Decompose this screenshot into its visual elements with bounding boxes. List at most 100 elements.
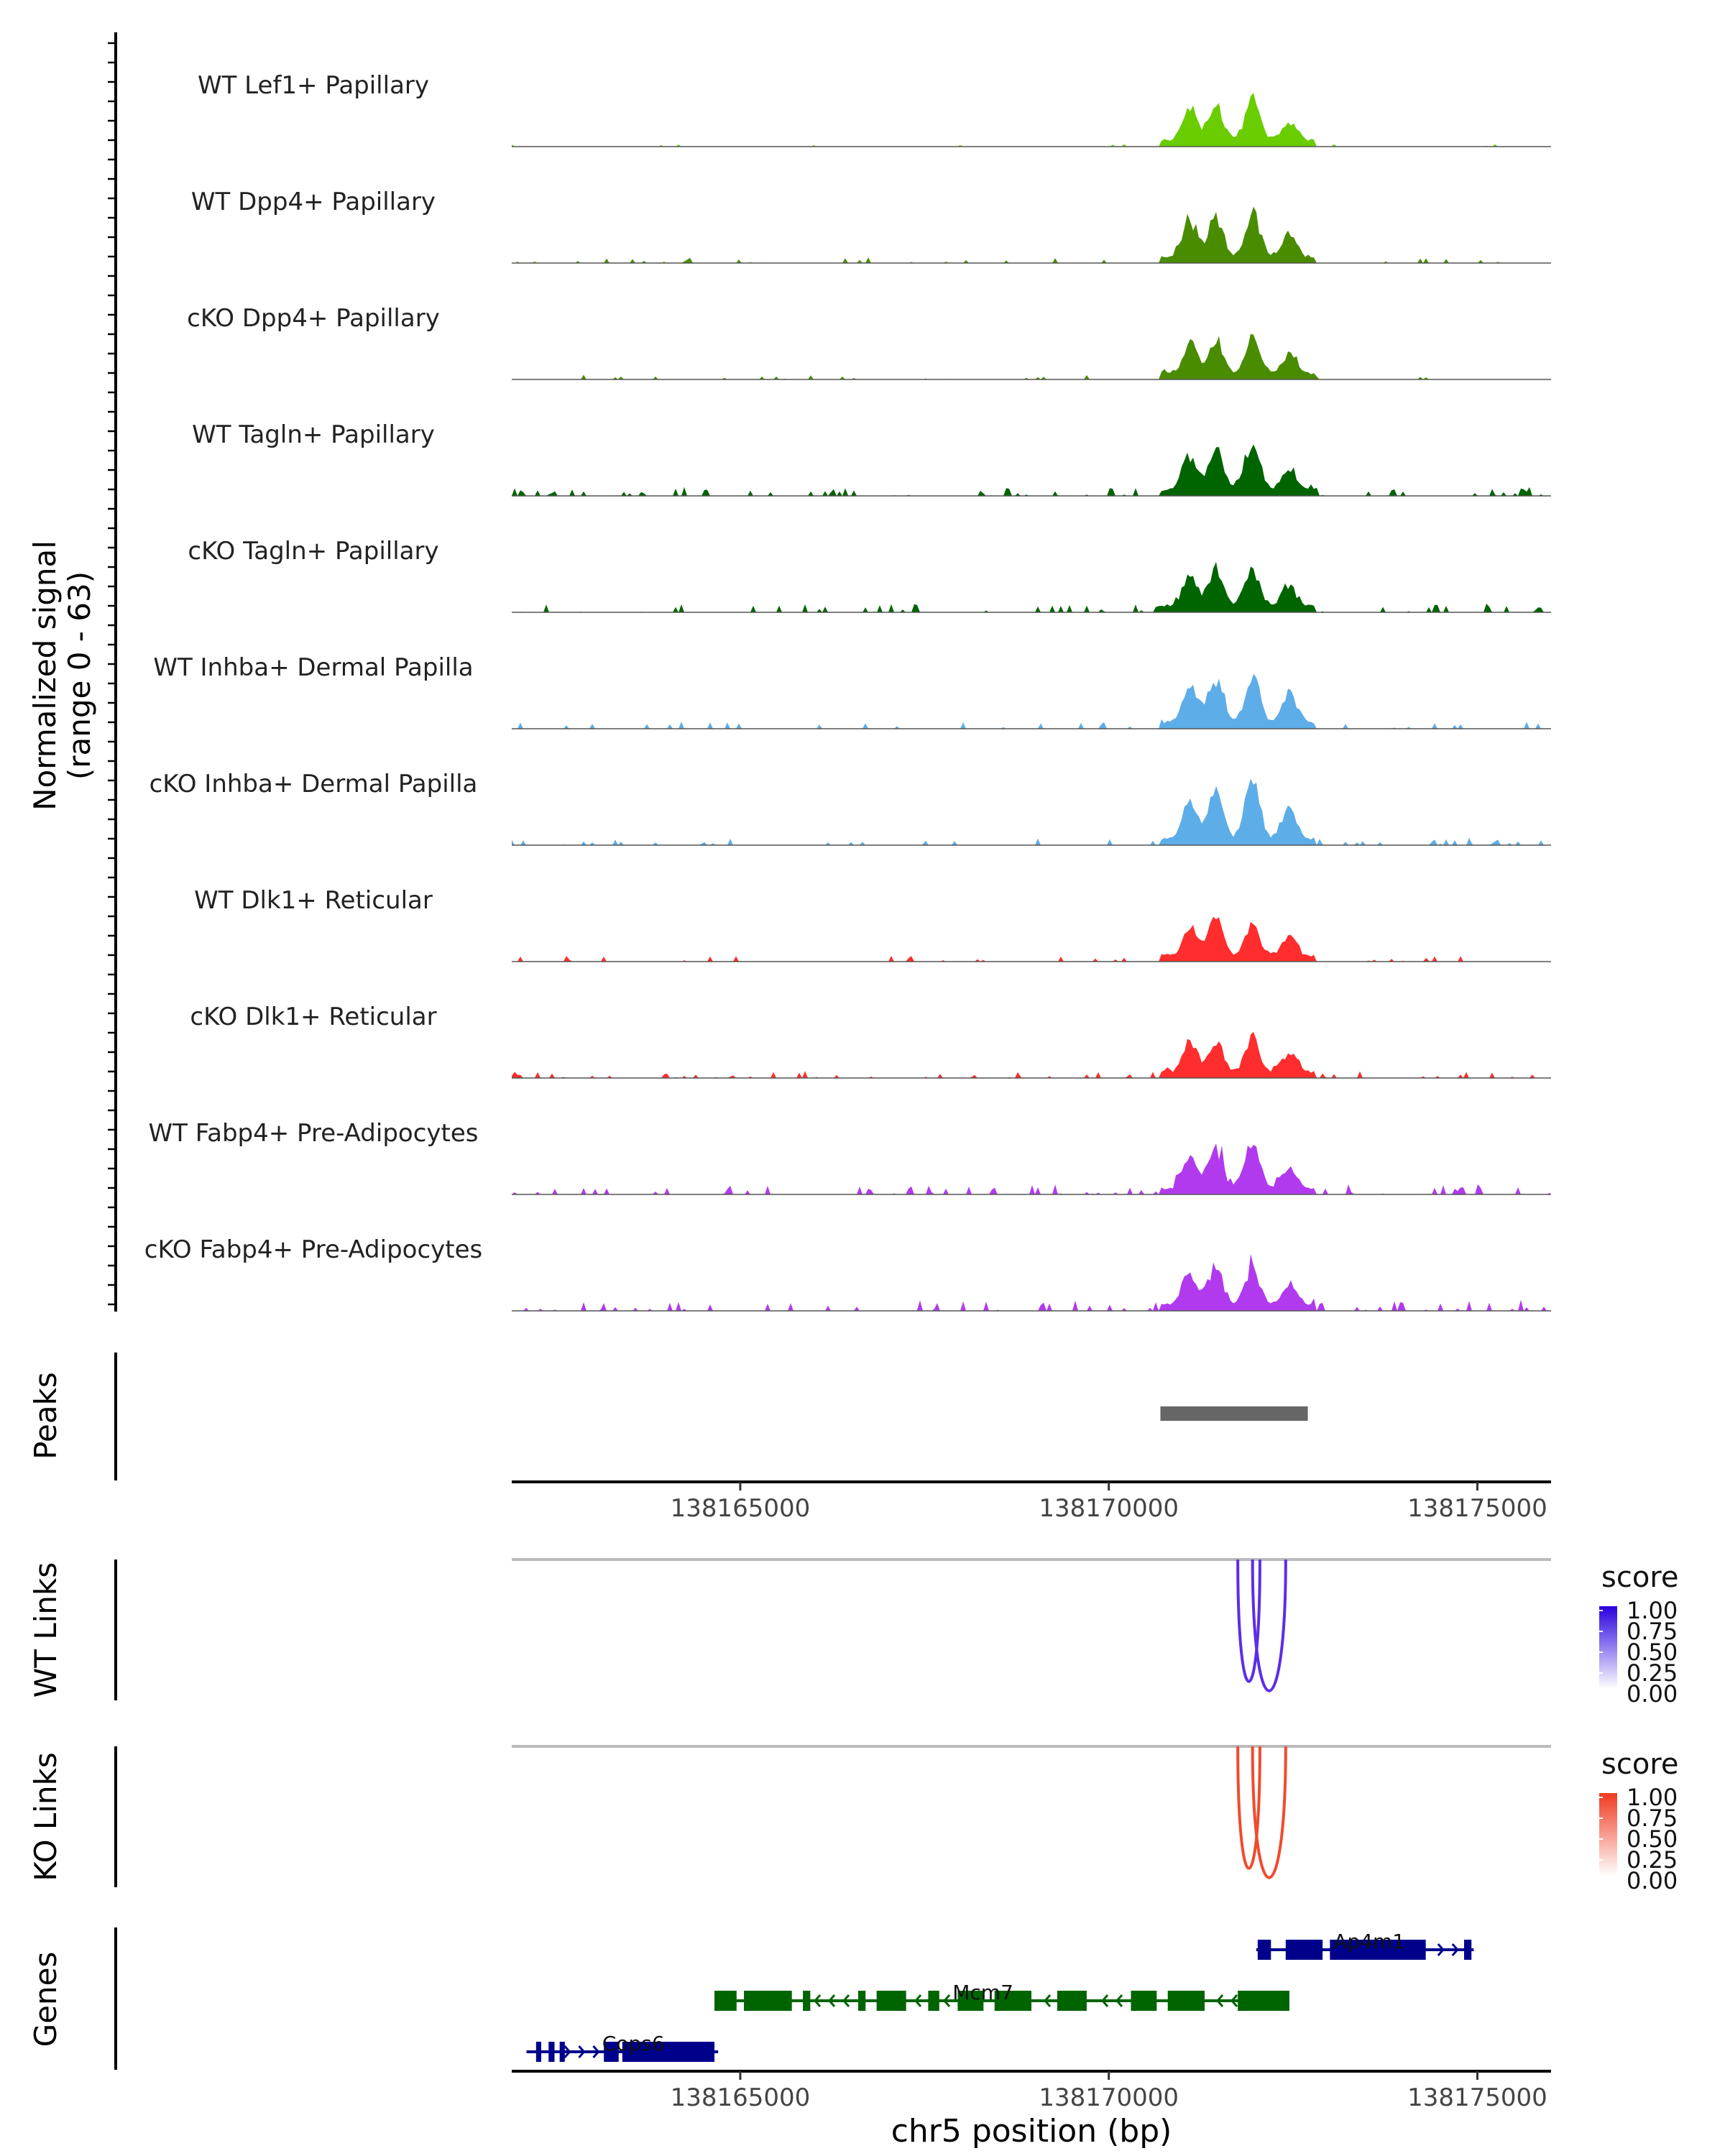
coverage-track-label: cKO Inhba+ Dermal Papilla: [150, 770, 478, 798]
legend-break-label: 0.00: [1627, 1680, 1678, 1708]
strand-arrow: [814, 1994, 822, 2007]
coverage-track-1: WT Dpp4+ Papillary: [191, 188, 1551, 264]
strand-arrow: [828, 1994, 836, 2007]
coverage-area: [512, 916, 1551, 962]
coverage-track-label: WT Dpp4+ Papillary: [191, 188, 436, 216]
gene-label: Ap4m1: [1333, 1930, 1405, 1953]
gene-exon: [876, 1991, 906, 2011]
strand-arrow: [1101, 1994, 1109, 2007]
coverage-y-ticks: [108, 42, 116, 1306]
x-tick-label: 138170000: [1039, 2083, 1179, 2112]
coverage-y-label-line2: (range 0 - 63): [62, 571, 97, 780]
strand-arrow: [592, 2045, 600, 2058]
legend-break-label: 0.75: [1627, 1805, 1678, 1832]
coverage-area: [512, 1031, 1551, 1078]
strand-arrow: [1216, 1994, 1224, 2007]
coverage-track-3: WT Tagln+ Papillary: [192, 420, 1551, 497]
genes-y-label: Genes: [28, 1952, 63, 2047]
coverage-area: [512, 1253, 1551, 1311]
coverage-area: [512, 93, 1551, 147]
gene-exon: [1057, 1991, 1087, 2011]
coverage-track-8: cKO Dlk1+ Reticular: [190, 1003, 1551, 1079]
legend-colorbar: [1599, 1793, 1617, 1876]
strand-arrow: [564, 2045, 571, 2058]
gene-label: Cops6: [602, 2032, 665, 2055]
gene-exon: [622, 2042, 715, 2062]
coverage-track-label: WT Lef1+ Papillary: [198, 71, 429, 100]
x-axis-top: 138165000 138170000 138175000: [671, 1482, 1547, 1523]
coverage-track-6: cKO Inhba+ Dermal Papilla: [150, 770, 1551, 846]
links-y-label: KO Links: [28, 1752, 63, 1881]
legend-break-label: 0.50: [1627, 1825, 1678, 1853]
gene-1: Mcm7: [714, 1981, 1289, 2011]
gene-exon: [535, 2042, 542, 2062]
coverage-track-label: WT Tagln+ Papillary: [192, 420, 435, 449]
legend-break-label: 1.00: [1627, 1597, 1678, 1624]
x-tick-label: 138165000: [671, 2083, 811, 2112]
legend-break-label: 0.25: [1627, 1846, 1678, 1874]
peak-bar: [1160, 1406, 1308, 1421]
coverage-track-4: cKO Tagln+ Papillary: [188, 537, 1551, 613]
x-tick-label: 138175000: [1407, 1494, 1547, 1523]
link-arc: [1236, 1559, 1261, 1683]
gene-exon: [957, 1991, 984, 2011]
strand-arrow: [1116, 1994, 1123, 2007]
coverage-area: [512, 444, 1551, 496]
coverage-area: [512, 562, 1551, 612]
coverage-track-0: WT Lef1+ Papillary: [198, 71, 1551, 147]
gene-exon: [548, 2042, 555, 2062]
coverage-area: [512, 673, 1551, 729]
coverage-track-label: cKO Dpp4+ Papillary: [187, 304, 440, 333]
gene-0: Ap4m1: [1256, 1930, 1474, 1960]
legend-break-label: 0.75: [1627, 1618, 1678, 1645]
gene-exon: [928, 1991, 939, 2011]
gene-exon: [1330, 1940, 1426, 1960]
coverage-track-label: cKO Dlk1+ Reticular: [190, 1003, 436, 1031]
legend-break-label: 0.25: [1627, 1659, 1678, 1687]
coverage-track-label: cKO Tagln+ Papillary: [188, 537, 438, 566]
gene-exon: [1285, 1940, 1323, 1960]
legend-break-label: 1.00: [1627, 1784, 1678, 1811]
gene-exon: [559, 2042, 565, 2062]
coverage-track-7: WT Dlk1+ Reticular: [194, 886, 1551, 962]
strand-arrow: [578, 2045, 586, 2058]
link-arc: [1236, 1746, 1261, 1870]
strand-arrow: [914, 1994, 922, 2007]
coverage-track-label: WT Inhba+ Dermal Papilla: [153, 653, 473, 682]
links-panel-1: KO Links score 1.000.750.500.250.00: [28, 1745, 1678, 1894]
coverage-track-label: WT Fabp4+ Pre-Adipocytes: [149, 1119, 479, 1148]
link-arc: [1251, 1559, 1287, 1692]
gene-exon: [714, 1991, 737, 2011]
x-tick-label: 138165000: [671, 1494, 811, 1523]
strand-arrow: [1451, 1943, 1459, 1956]
gene-exon: [1131, 1991, 1157, 2011]
coverage-track-2: cKO Dpp4+ Papillary: [187, 304, 1551, 380]
coverage-track-label: WT Dlk1+ Reticular: [194, 886, 433, 915]
x-tick-label: 138175000: [1407, 2083, 1547, 2112]
links-panel-0: WT Links score 1.000.750.500.250.00: [28, 1558, 1678, 1708]
legend-colorbar: [1599, 1606, 1617, 1689]
gene-exon: [994, 1991, 1031, 2011]
genes-panel: Ap4m1 Mcm7 Cops6: [526, 1930, 1474, 2062]
gene-exon: [1167, 1991, 1205, 2011]
gene-label: Mcm7: [952, 1981, 1013, 2004]
coverage-y-label-line1: Normalized signal: [27, 540, 63, 811]
peaks-panel: [1160, 1406, 1308, 1421]
strand-arrow: [1230, 1994, 1238, 2007]
gene-exon: [803, 1991, 811, 2011]
x-tick-label: 138170000: [1039, 1494, 1179, 1523]
links-y-label: WT Links: [28, 1562, 63, 1697]
gene-exon: [858, 1991, 866, 2011]
coverage-panel: WT Lef1+ Papillary WT Dpp4+ Papillary cKO …: [144, 71, 1551, 1312]
gene-exon: [1257, 1940, 1271, 1960]
link-arc: [1251, 1746, 1287, 1879]
legend-break-label: 0.50: [1627, 1639, 1678, 1666]
peaks-y-label: Peaks: [28, 1372, 63, 1460]
legend-title: score: [1601, 1561, 1678, 1594]
coverage-area: [512, 206, 1551, 263]
gene-exon: [604, 2042, 619, 2062]
strand-arrow: [1044, 1994, 1052, 2007]
gene-2: Cops6: [526, 2032, 719, 2062]
x-axis-title: chr5 position (bp): [891, 2113, 1172, 2150]
